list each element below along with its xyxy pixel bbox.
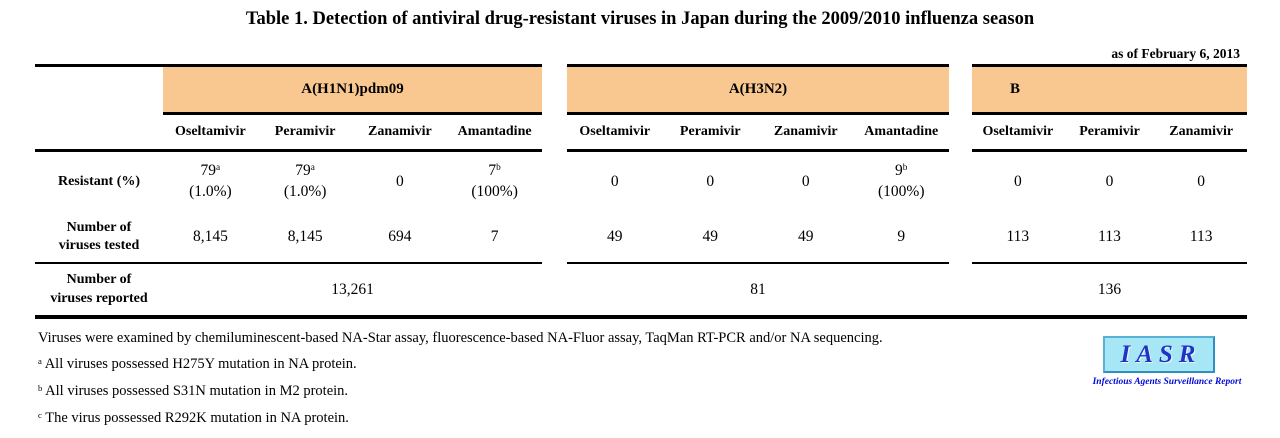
stub-reported-row: Number of viruses reported (35, 264, 163, 315)
cell-tested-g2-peramivir: 49 (702, 228, 719, 245)
rule-top-gb (972, 64, 1247, 67)
rule-top-g1 (163, 64, 542, 67)
iasr-logo-fullname: Infectious Agents Surveillance Report (1092, 377, 1242, 387)
rule-abovereported-stub (35, 262, 163, 264)
cell-resistant-g2-oseltamivir: 0 (610, 172, 619, 190)
cell-resistant-g1-peramivir: 79a (1.0%) (283, 162, 327, 200)
footnote-b: b All viruses possessed S31N mutation in… (38, 382, 349, 399)
drug-header-oseltamivir: Oseltamivir (579, 124, 651, 139)
cell-resistant-g2-zanamivir: 0 (801, 172, 810, 190)
group-b: B Oseltamivir Peramivir Zanamivir 0 0 (972, 64, 1247, 315)
tested-row-g1: 8,145 8,145 694 7 (163, 212, 542, 262)
rule-underdrugs-g1 (163, 149, 542, 152)
stub-tested-row: Number of viruses tested (35, 212, 163, 262)
resistant-row-g1: 79a (1.0%) 79a (1.0%) 0 7b (100%) (163, 152, 542, 212)
group-h1n1pdm09: A(H1N1)pdm09 Oseltamivir Peramivir Zanam… (163, 64, 542, 315)
footnote-c: c The virus possessed R292K mutation in … (38, 409, 349, 426)
footnote-method: Viruses were examined by chemiluminescen… (38, 330, 883, 346)
cell-tested-g2-oseltamivir: 49 (607, 228, 623, 245)
drug-header-row-g2: Oseltamivir Peramivir Zanamivir Amantadi… (567, 115, 949, 149)
group-header-h1n1pdm09: A(H1N1)pdm09 (163, 67, 542, 112)
rule-abovereported-gb (972, 262, 1247, 264)
row-label-reported: Number of viruses reported (50, 272, 148, 306)
rule-underband-gb (972, 112, 1247, 115)
row-label-resistant: Resistant (%) (57, 173, 141, 189)
drug-header-peramivir: Peramivir (679, 124, 741, 139)
rule-top-g2 (567, 64, 949, 67)
rule-abovereported-g1 (163, 262, 542, 264)
stub-column: Resistant (%) Number of viruses tested N… (35, 64, 163, 315)
drug-header-row-gb: Oseltamivir Peramivir Zanamivir (972, 115, 1247, 149)
row-label-tested: Number of viruses tested (58, 219, 140, 253)
cell-tested-gb-zanamivir: 113 (1189, 228, 1213, 245)
resistant-row-gb: 0 0 0 (972, 152, 1247, 212)
drug-header-amantadine: Amantadine (864, 124, 939, 139)
rule-underband-g1 (163, 112, 542, 115)
cell-tested-g1-peramivir: 8,145 (287, 228, 323, 245)
rule-top-stub (35, 64, 163, 67)
as-of-date: as of February 6, 2013 (1111, 46, 1240, 61)
stub-drugs-spacer (35, 115, 163, 149)
cell-tested-g1-oseltamivir: 8,145 (192, 228, 228, 245)
drug-header-zanamivir: Zanamivir (1169, 124, 1234, 139)
drug-header-peramivir: Peramivir (1079, 124, 1140, 139)
stub-band-spacer (35, 67, 163, 112)
cell-resistant-g2-peramivir: 0 (706, 172, 715, 190)
rule-underdrugs-stub (35, 149, 163, 152)
tested-row-gb: 113 113 113 (972, 212, 1247, 262)
drug-header-oseltamivir: Oseltamivir (982, 124, 1054, 139)
group-gap-2 (949, 64, 972, 315)
cell-tested-g1-amantadine: 7 (490, 228, 499, 245)
group-header-b: B (972, 67, 1247, 112)
cell-tested-gb-oseltamivir: 113 (1006, 228, 1030, 245)
group-header-h3n2: A(H3N2) (567, 67, 949, 112)
cell-reported-g1: 13,261 (331, 280, 374, 298)
drug-header-oseltamivir: Oseltamivir (174, 124, 246, 139)
rule-underdrugs-gb (972, 149, 1247, 152)
cell-resistant-gb-oseltamivir: 0 (1013, 172, 1022, 190)
drug-header-zanamivir: Zanamivir (367, 124, 432, 139)
page-title: Table 1. Detection of antiviral drug-res… (245, 9, 1035, 29)
cell-tested-g2-amantadine: 9 (897, 228, 906, 245)
drug-header-row-g1: Oseltamivir Peramivir Zanamivir Amantadi… (163, 115, 542, 149)
reported-row-gb: 136 (972, 264, 1247, 315)
drug-header-amantadine: Amantadine (457, 124, 532, 139)
rule-underdrugs-g2 (567, 149, 949, 152)
drug-header-zanamivir: Zanamivir (773, 124, 838, 139)
cell-resistant-g2-amantadine: 9b (100%) (878, 162, 925, 200)
drug-header-peramivir: Peramivir (274, 124, 336, 139)
cell-tested-g2-zanamivir: 49 (798, 228, 814, 245)
cell-resistant-g1-amantadine: 7b (100%) (471, 162, 518, 200)
cell-reported-g2: 81 (750, 280, 766, 298)
cell-resistant-gb-zanamivir: 0 (1197, 172, 1206, 190)
cell-tested-gb-peramivir: 113 (1098, 228, 1121, 245)
iasr-logo: IASR (1103, 336, 1215, 373)
cell-tested-g1-zanamivir: 694 (388, 228, 412, 245)
tested-row-g2: 49 49 49 9 (567, 212, 949, 262)
reported-row-g1: 13,261 (163, 264, 542, 315)
resistant-row-g2: 0 0 0 9b (100%) (567, 152, 949, 212)
rule-bottom (35, 315, 1247, 319)
cell-resistant-g1-oseltamivir: 79a (1.0%) (189, 162, 232, 200)
table-columns: Resistant (%) Number of viruses tested N… (35, 64, 1247, 315)
resistance-table: Resistant (%) Number of viruses tested N… (35, 64, 1247, 319)
cell-reported-gb: 136 (1097, 280, 1122, 298)
cell-resistant-g1-zanamivir: 0 (396, 172, 404, 190)
group-h3n2: A(H3N2) Oseltamivir Peramivir Zanamivir … (567, 64, 949, 315)
cell-resistant-gb-peramivir: 0 (1105, 172, 1114, 190)
footnote-a: a All viruses possessed H275Y mutation i… (38, 355, 357, 372)
group-gap-1 (542, 64, 567, 315)
rule-underband-g2 (567, 112, 949, 115)
rule-abovereported-g2 (567, 262, 949, 264)
iasr-logo-acronym: IASR (1120, 340, 1202, 368)
stub-resistant-row: Resistant (%) (35, 152, 163, 212)
reported-row-g2: 81 (567, 264, 949, 315)
